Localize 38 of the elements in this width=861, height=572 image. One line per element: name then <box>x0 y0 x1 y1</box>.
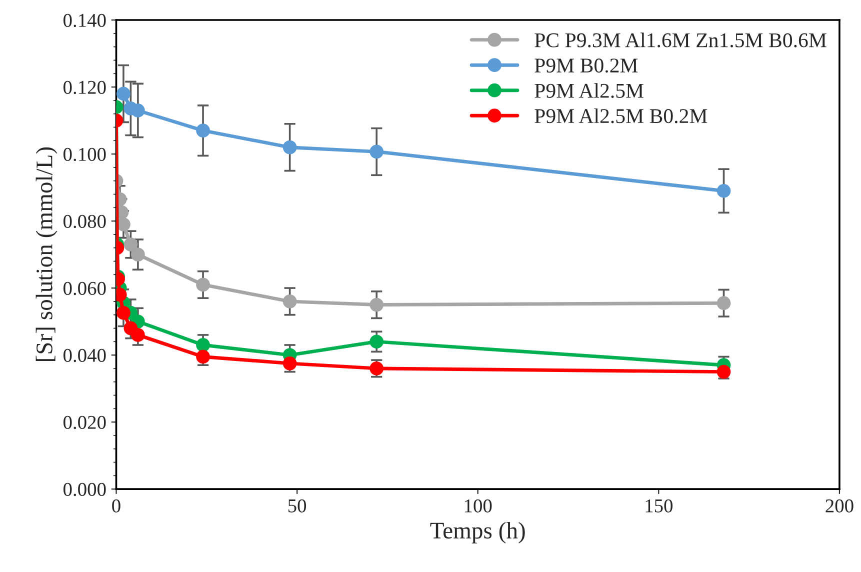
point <box>124 238 138 252</box>
point <box>716 296 731 310</box>
y-tick-label: 0.000 <box>64 482 106 496</box>
point <box>282 140 297 154</box>
x-tick-label: 50 <box>288 499 306 512</box>
point <box>196 350 210 364</box>
x-tick-label: 0 <box>112 499 120 512</box>
y-tick-label: 0.020 <box>64 416 106 430</box>
x-axis-title: Temps (h) <box>430 522 525 544</box>
y-tick-label: 0.040 <box>64 348 106 362</box>
x-tick-label: 200 <box>826 499 854 512</box>
y-axis-title: [Sr] solution (mmol/L) <box>36 147 58 361</box>
point <box>370 144 384 159</box>
point <box>282 356 297 370</box>
point <box>130 248 145 262</box>
point <box>716 364 731 379</box>
legend-label: P9M Al2.5M B0.2M <box>534 108 708 124</box>
y-tick-label: 0.100 <box>64 148 106 162</box>
point <box>370 362 384 376</box>
point <box>196 124 210 138</box>
point <box>196 278 210 292</box>
point <box>116 86 130 101</box>
y-tick-label: 0.120 <box>64 80 106 94</box>
point <box>196 338 210 352</box>
point <box>370 298 384 312</box>
point <box>130 328 145 342</box>
legend-label: PC P9.3M Al1.6M Zn1.5M B0.6M <box>534 32 826 48</box>
point <box>130 104 145 118</box>
legend-label: P9M Al2.5M <box>534 83 644 98</box>
point <box>282 294 297 308</box>
y-tick-label: 0.060 <box>64 282 106 296</box>
y-tick-label: 0.080 <box>64 214 106 228</box>
x-tick-label: 100 <box>464 499 492 512</box>
point <box>716 184 731 198</box>
x-tick-label: 150 <box>646 499 673 512</box>
y-tick-label: 0.140 <box>64 14 106 28</box>
point <box>370 334 384 349</box>
legend-label: P9M B0.2M <box>534 58 638 73</box>
